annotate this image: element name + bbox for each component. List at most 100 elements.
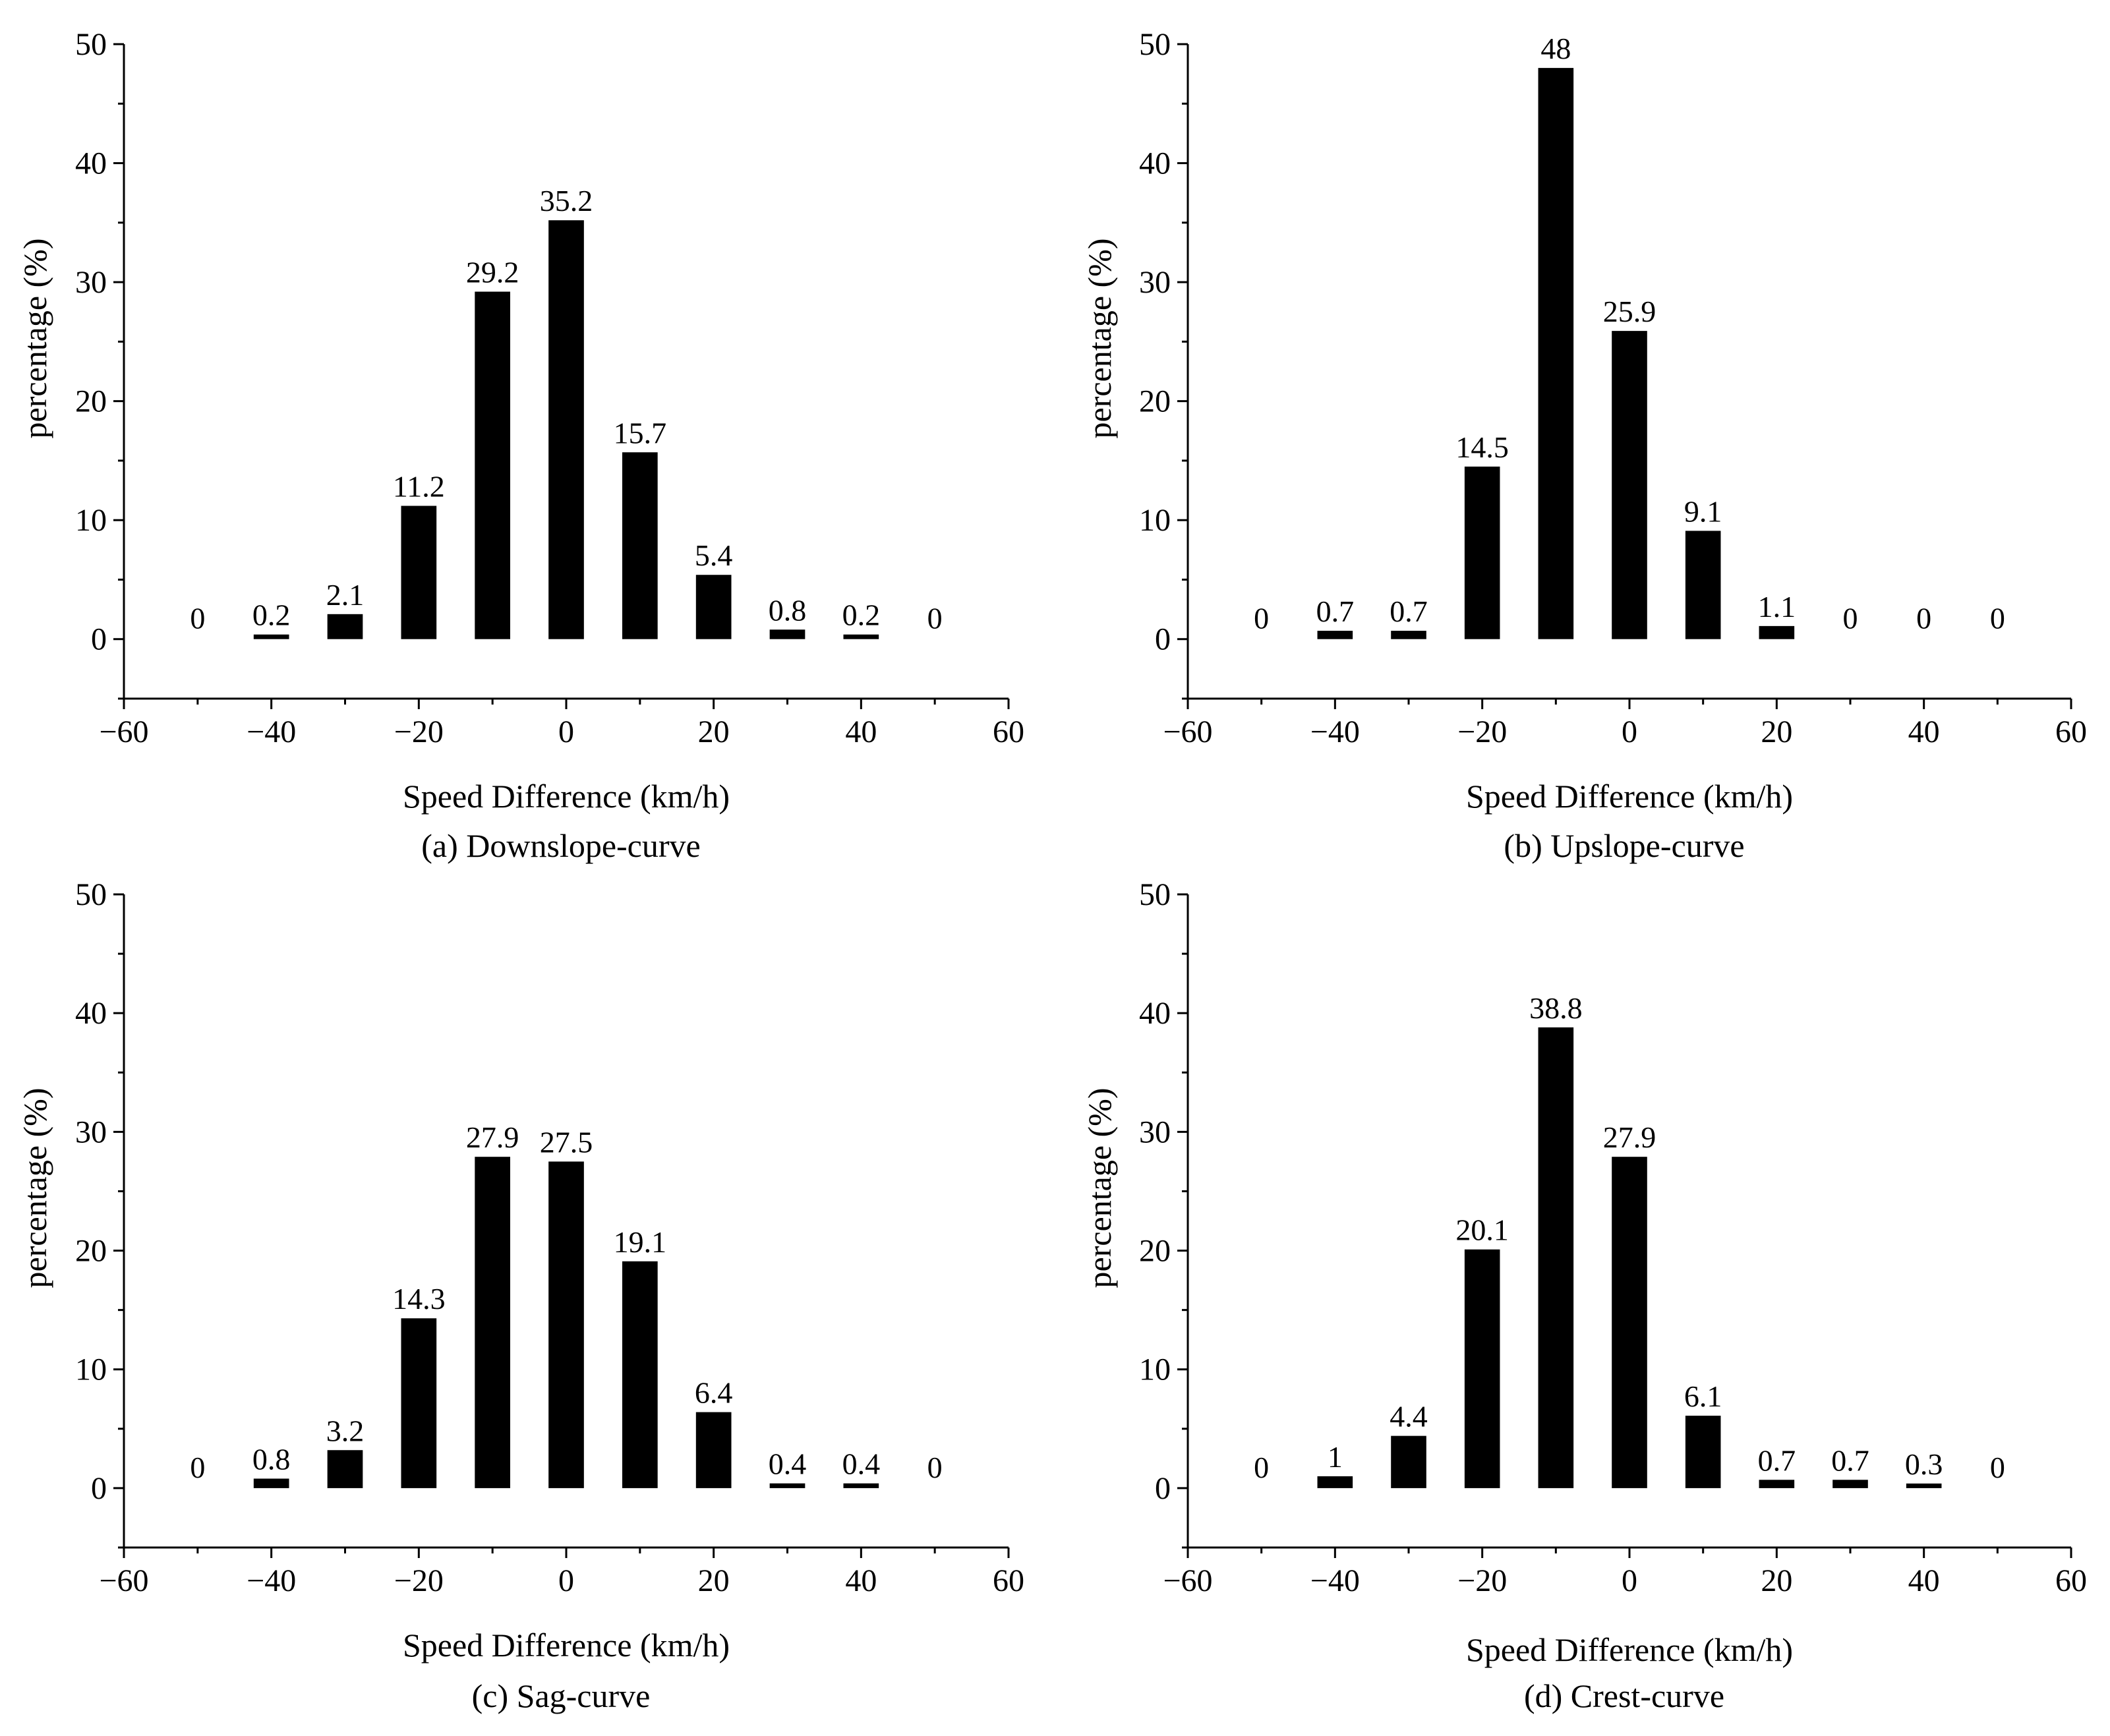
bar-value-label: 0 (927, 1451, 943, 1484)
y-tick-label: 10 (1139, 1352, 1171, 1387)
y-tick-label: 20 (75, 384, 107, 419)
bar (843, 1483, 879, 1488)
panel-a: 0 10 20 30 40 50 −60 −40 −20 0 20 40 60 0 0.2 2.1 11.2 29… (16, 27, 1024, 864)
x-tick-label: 0 (558, 1563, 574, 1598)
panel-caption-c: (c) Sag-curve (472, 1677, 651, 1714)
x-tick-label: −20 (1457, 714, 1507, 749)
x-tick-label: 60 (2055, 714, 2087, 749)
x-tick-label: −20 (1457, 1563, 1507, 1598)
y-tick-label: 40 (75, 146, 107, 181)
bar-value-label: 5.4 (695, 538, 733, 572)
y-axis-title: percentage (%) (1081, 1088, 1118, 1288)
x-tick-label: 60 (993, 1563, 1024, 1598)
bar (1538, 1027, 1574, 1488)
bar (475, 291, 511, 639)
bar (695, 575, 732, 639)
bar-value-label: 0 (927, 602, 943, 635)
bar-value-label: 0 (1254, 602, 1269, 635)
x-tick-label: 0 (558, 714, 574, 749)
bar-value-label: 0 (1843, 602, 1858, 635)
bar-value-label: 25.9 (1603, 295, 1656, 328)
x-tick-label: 60 (993, 714, 1024, 749)
y-tick-label: 10 (1139, 503, 1171, 538)
bar-value-label: 6.4 (695, 1376, 733, 1410)
bar-value-label: 27.9 (466, 1120, 519, 1154)
x-tick-label: −60 (99, 1563, 148, 1598)
bar-value-label: 0.8 (769, 593, 807, 627)
y-tick-label: 50 (75, 27, 107, 62)
bar (1391, 1435, 1426, 1488)
bar (1317, 631, 1353, 639)
bar (622, 1261, 658, 1488)
x-tick-label: −40 (247, 714, 296, 749)
bar (401, 506, 437, 639)
y-tick-label: 50 (75, 877, 107, 912)
y-tick-label: 0 (1155, 622, 1171, 657)
y-tick-label: 40 (1139, 996, 1171, 1031)
x-tick-label: 40 (1908, 714, 1940, 749)
x-tick-label: 0 (1622, 714, 1637, 749)
y-tick-label: 20 (1139, 384, 1171, 419)
bar-value-label: 38.8 (1529, 991, 1583, 1025)
y-tick-label: 0 (91, 622, 107, 657)
x-tick-label: 20 (698, 714, 730, 749)
y-axis-title: percentage (%) (16, 1088, 53, 1288)
bar-value-label: 27.9 (1603, 1120, 1656, 1154)
x-tick-label: −20 (394, 714, 444, 749)
bar (327, 614, 363, 639)
x-tick-label: 40 (1908, 1563, 1940, 1598)
x-axis-title: Speed Difference (km/h) (403, 778, 730, 815)
y-tick-label: 30 (1139, 1114, 1171, 1149)
y-tick-label: 20 (1139, 1234, 1171, 1269)
bar (1685, 531, 1721, 639)
bar-value-label: 0 (1254, 1451, 1269, 1484)
x-tick-label: 20 (1761, 1563, 1792, 1598)
x-tick-label: −60 (1163, 1563, 1212, 1598)
bar-value-label: 20.1 (1455, 1213, 1509, 1247)
bar-value-label: 0 (1916, 602, 1931, 635)
bar-value-label: 0 (1990, 602, 2005, 635)
bar-value-label: 0.4 (842, 1447, 881, 1481)
panel-b: 0 10 20 30 40 50 −60 −40 −20 0 20 40 60 0 0.7 0.7 14.5 48… (1081, 27, 2087, 864)
bar (548, 1161, 584, 1488)
bar-value-label: 0.2 (252, 598, 291, 632)
bar (1685, 1415, 1721, 1488)
bar (1391, 631, 1426, 639)
y-tick-label: 30 (1139, 265, 1171, 300)
bar-value-label: 0.3 (1905, 1447, 1943, 1481)
x-tick-label: 20 (1761, 714, 1792, 749)
x-tick-label: 0 (1622, 1563, 1637, 1598)
bar-value-label: 0 (190, 602, 205, 635)
bar (401, 1318, 437, 1488)
panel-d: 0 10 20 30 40 50 −60 −40 −20 0 20 40 60 0 1 4.4 20.1 38.8… (1081, 877, 2087, 1714)
x-axis-title: Speed Difference (km/h) (1466, 778, 1793, 815)
y-axis-title: percentage (%) (1081, 239, 1118, 439)
bar-value-label: 0.7 (1831, 1443, 1869, 1477)
bar-value-label: 14.5 (1455, 430, 1509, 464)
x-tick-label: −40 (1310, 1563, 1360, 1598)
bar (1317, 1476, 1353, 1488)
y-axis-title: percentage (%) (16, 239, 53, 439)
bar (1612, 331, 1647, 639)
bar (548, 220, 584, 639)
bar (1759, 625, 1795, 639)
bar-value-label: 19.1 (614, 1225, 667, 1259)
x-tick-label: 40 (845, 714, 877, 749)
bar (1832, 1480, 1868, 1488)
bar (843, 634, 879, 639)
bar-value-label: 0.7 (1316, 594, 1355, 628)
bar-value-label: 6.1 (1684, 1379, 1722, 1413)
panel-caption-a: (a) Downslope-curve (421, 827, 700, 864)
x-tick-label: 40 (845, 1563, 877, 1598)
bar (1464, 1249, 1500, 1488)
bar (769, 629, 806, 639)
bar (253, 1478, 289, 1488)
x-axis-title: Speed Difference (km/h) (1466, 1631, 1793, 1668)
bar-value-label: 0.8 (252, 1442, 291, 1476)
y-tick-label: 40 (1139, 146, 1171, 181)
bar-value-label: 15.7 (614, 416, 667, 449)
bar-value-label: 48 (1540, 32, 1571, 65)
bar (475, 1157, 511, 1488)
bar (1464, 466, 1500, 639)
bar-value-label: 0.7 (1758, 1443, 1796, 1477)
